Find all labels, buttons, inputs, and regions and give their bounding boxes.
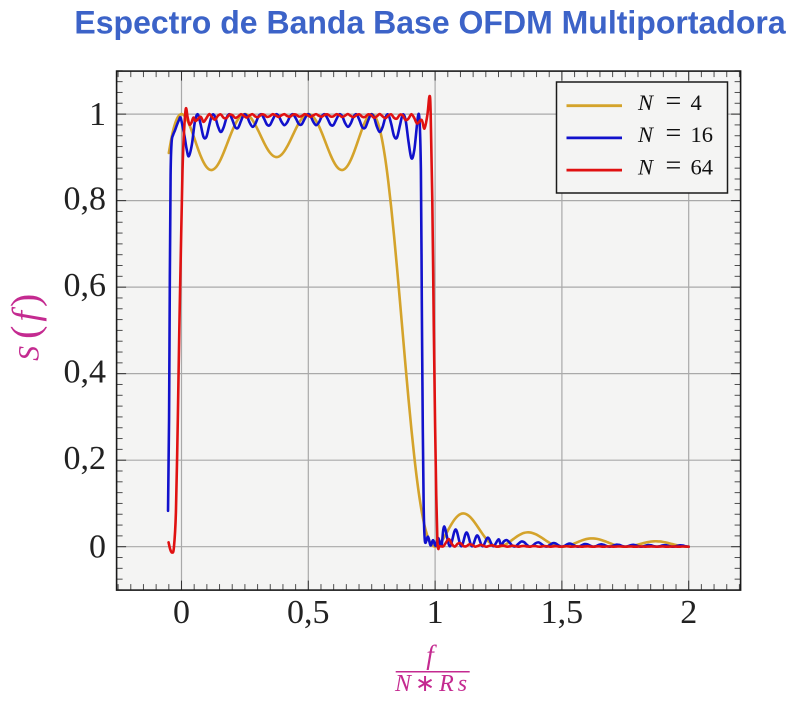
svg-text:1: 1 (89, 96, 106, 133)
svg-text:0,8: 0,8 (64, 180, 107, 217)
svg-text:0,6: 0,6 (64, 267, 107, 304)
svg-text:0,5: 0,5 (287, 594, 330, 631)
svg-text:Espectro de Banda Base OFDM Mu: Espectro de Banda Base OFDM Multiportado… (74, 5, 785, 41)
svg-text:1: 1 (427, 594, 444, 631)
svg-text:0,4: 0,4 (64, 353, 107, 390)
svg-text:2: 2 (680, 594, 697, 631)
svg-text:1,5: 1,5 (541, 594, 584, 631)
svg-text:0: 0 (173, 594, 190, 631)
svg-text:N∗Rs: N∗Rs (394, 671, 471, 697)
svg-text:0: 0 (89, 529, 106, 566)
svg-text:f: f (426, 640, 437, 670)
svg-text:N=4: N = 4 (637, 86, 702, 117)
svg-text:0,2: 0,2 (64, 440, 107, 477)
svg-text:N=64: N = 64 (637, 150, 713, 181)
svg-text:N=16: N = 16 (637, 118, 713, 149)
